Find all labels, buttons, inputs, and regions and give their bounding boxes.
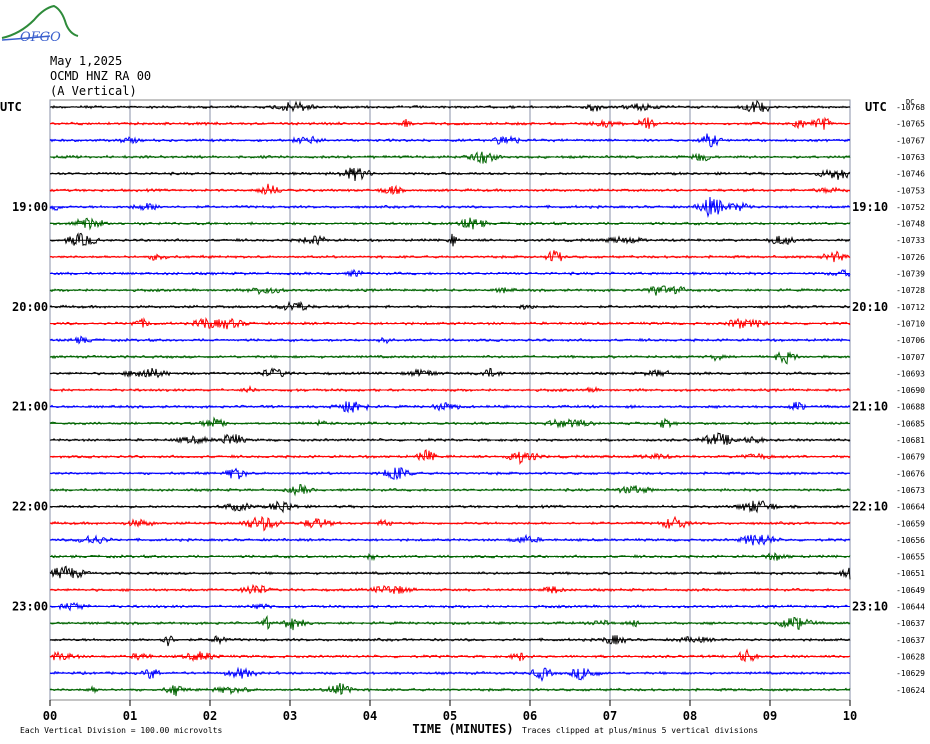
x-tick-label: 06 bbox=[523, 709, 537, 723]
trace-offset-label: -10644 bbox=[896, 603, 925, 612]
x-tick-label: 02 bbox=[203, 709, 217, 723]
hour-label-right: 22:10 bbox=[852, 500, 888, 514]
hour-label-right: 23:10 bbox=[852, 600, 888, 614]
trace-offset-label: -10688 bbox=[896, 403, 925, 412]
x-tick-label: 03 bbox=[283, 709, 297, 723]
axis-labels: 00 01 02 03 04 05 06 07 08 09 10 -10768 -10765 -10767… bbox=[0, 98, 925, 736]
hour-label-left: 21:00 bbox=[12, 400, 48, 414]
trace-offset-label: -10656 bbox=[896, 536, 925, 545]
trace-offset-label: -10690 bbox=[896, 386, 925, 395]
trace-offset-label: -10651 bbox=[896, 569, 925, 578]
x-tick-label: 09 bbox=[763, 709, 777, 723]
trace-offset-label: -10685 bbox=[896, 419, 925, 428]
x-tick-label: 00 bbox=[43, 709, 57, 723]
trace-offset-label: -10659 bbox=[896, 519, 925, 528]
trace-offset-label: -10679 bbox=[896, 453, 925, 462]
logo-mountain-icon bbox=[1, 4, 79, 39]
trace-offset-label: -10726 bbox=[896, 253, 925, 262]
trace-offset-label: -10753 bbox=[896, 186, 925, 195]
x-tick-label: 01 bbox=[123, 709, 137, 723]
grid-lines bbox=[49, 99, 851, 706]
hour-label-left: 19:00 bbox=[12, 200, 48, 214]
logo-text: OFGO bbox=[20, 30, 61, 45]
trace-offset-label: -10649 bbox=[896, 586, 925, 595]
trace-offset-label: -10628 bbox=[896, 652, 925, 661]
hour-label-right: 20:10 bbox=[852, 300, 888, 314]
hour-label-left: 23:00 bbox=[12, 600, 48, 614]
hour-label-right: 21:10 bbox=[852, 400, 888, 414]
trace-offset-label: -10664 bbox=[896, 503, 925, 512]
trace-offset-label: -10707 bbox=[896, 353, 925, 362]
x-tick-label: 08 bbox=[683, 709, 697, 723]
left-utc-label: UTC bbox=[0, 100, 22, 114]
trace-offset-label: -10676 bbox=[896, 469, 925, 478]
trace-offset-label: -10712 bbox=[896, 303, 925, 312]
trace-line bbox=[49, 583, 851, 595]
hour-label-left: 22:00 bbox=[12, 500, 48, 514]
x-tick-label: 07 bbox=[603, 709, 617, 723]
trace-offset-label: -10752 bbox=[896, 203, 925, 212]
ofgo-logo: OFGO bbox=[1, 4, 79, 45]
trace-offset-label: -10733 bbox=[896, 236, 925, 245]
component-label: (A Vertical) bbox=[50, 84, 137, 98]
hour-label-left: 20:00 bbox=[12, 300, 48, 314]
trace-offset-label: -10693 bbox=[896, 369, 925, 378]
trace-offset-label: -10746 bbox=[896, 170, 925, 179]
trace-offset-label: -10739 bbox=[896, 270, 925, 279]
trace-offset-label: -10706 bbox=[896, 336, 925, 345]
traces bbox=[49, 99, 851, 697]
trace-offset-label: -10763 bbox=[896, 153, 925, 162]
footer-clip-note: Traces clipped at plus/minus 5 vertical … bbox=[522, 726, 758, 735]
trace-offset-label: -10767 bbox=[896, 136, 925, 145]
station-label: OCMD HNZ RA 00 bbox=[50, 69, 152, 83]
x-tick-label: 10 bbox=[843, 709, 857, 723]
trace-offset-label: -10768 bbox=[896, 103, 925, 112]
trace-offset-label: -10748 bbox=[896, 220, 925, 229]
trace-offset-label: -10728 bbox=[896, 286, 925, 295]
hour-label-right: 19:10 bbox=[852, 200, 888, 214]
footer-scale-note: Each Vertical Division = 100.00 microvol… bbox=[20, 726, 222, 735]
x-tick-label: 04 bbox=[363, 709, 377, 723]
trace-offset-label: -10629 bbox=[896, 669, 925, 678]
trace-offset-label: -10655 bbox=[896, 553, 925, 562]
date-label: May 1,2025 bbox=[50, 54, 123, 68]
trace-offset-label: -10637 bbox=[896, 619, 925, 628]
trace-offset-label: -10710 bbox=[896, 319, 925, 328]
trace-offset-label: -10637 bbox=[896, 636, 925, 645]
trace-offset-label: -10673 bbox=[896, 486, 925, 495]
trace-offset-label: -10681 bbox=[896, 436, 925, 445]
trace-offset-label: -10624 bbox=[896, 686, 925, 695]
trace-offset-label: -10765 bbox=[896, 120, 925, 129]
right-utc-label: UTC bbox=[865, 100, 887, 114]
dc-header-label: DC bbox=[906, 98, 914, 106]
x-axis-title: TIME (MINUTES) bbox=[412, 722, 513, 736]
x-tick-label: 05 bbox=[443, 709, 457, 723]
